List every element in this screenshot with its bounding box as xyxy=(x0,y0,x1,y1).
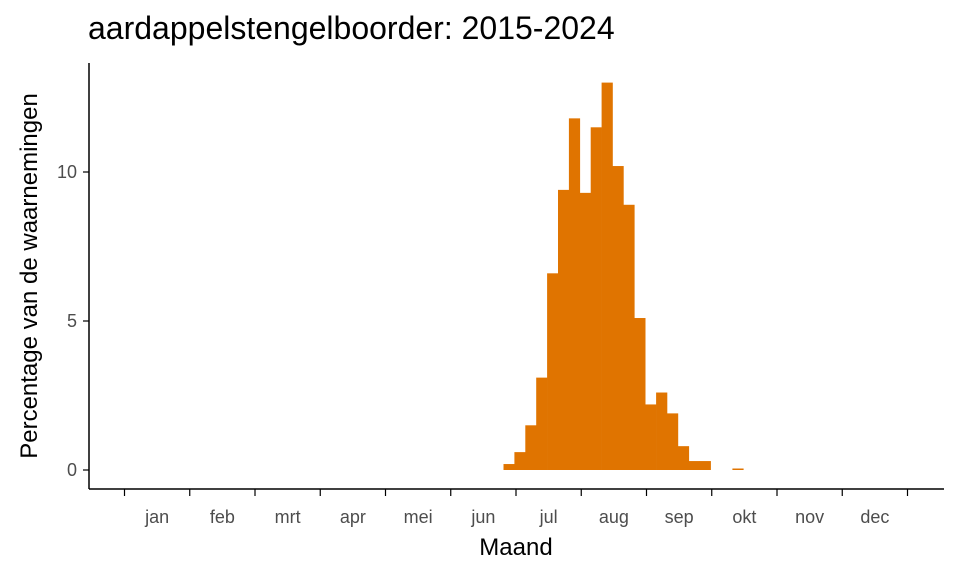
x-tick-label: jun xyxy=(470,507,495,527)
bar xyxy=(590,127,602,471)
bar xyxy=(656,392,668,470)
bar xyxy=(677,446,690,470)
bar xyxy=(634,318,646,470)
bar xyxy=(601,82,613,470)
bar xyxy=(699,461,711,470)
x-tick-label: mrt xyxy=(275,507,301,527)
y-tick-label: 5 xyxy=(67,311,77,331)
x-tick-label: dec xyxy=(860,507,889,527)
x-tick-label: mei xyxy=(404,507,433,527)
y-axis-title: Percentage van de waarnemingen xyxy=(16,93,43,459)
bar xyxy=(503,464,515,470)
x-tick-label: jan xyxy=(144,507,169,527)
x-ticks-group: jan feb mrt apr mei jun jul aug sep okt nov dec xyxy=(123,489,909,527)
chart-title: aardappelstengelboorder: 2015-2024 xyxy=(88,10,615,46)
x-tick-label: apr xyxy=(340,507,366,527)
bar xyxy=(667,413,679,470)
bar xyxy=(645,404,657,470)
y-tick-label: 10 xyxy=(57,162,77,182)
x-tick-label: aug xyxy=(599,507,629,527)
y-ticks-group: 0 5 10 xyxy=(57,162,89,480)
bars-group xyxy=(503,82,744,471)
bar xyxy=(623,204,635,470)
x-tick-label: nov xyxy=(795,507,824,527)
bar xyxy=(536,377,548,470)
x-tick-label: sep xyxy=(665,507,694,527)
x-tick-label: okt xyxy=(732,507,756,527)
bar xyxy=(568,118,581,471)
bar xyxy=(579,192,591,471)
bar xyxy=(732,468,744,470)
bar xyxy=(612,166,624,471)
bar xyxy=(547,273,559,470)
bar xyxy=(688,461,700,470)
bar xyxy=(558,189,570,470)
x-axis-title: Maand xyxy=(479,534,552,561)
x-tick-label: feb xyxy=(210,507,235,527)
bar xyxy=(525,425,537,470)
y-tick-label: 0 xyxy=(67,460,77,480)
x-tick-label: jul xyxy=(539,507,558,527)
bar xyxy=(514,452,526,470)
